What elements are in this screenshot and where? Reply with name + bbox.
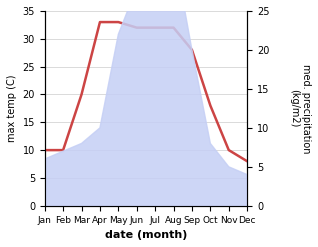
Y-axis label: max temp (C): max temp (C) (7, 75, 17, 142)
X-axis label: date (month): date (month) (105, 230, 187, 240)
Y-axis label: med. precipitation
(kg/m2): med. precipitation (kg/m2) (289, 64, 311, 153)
